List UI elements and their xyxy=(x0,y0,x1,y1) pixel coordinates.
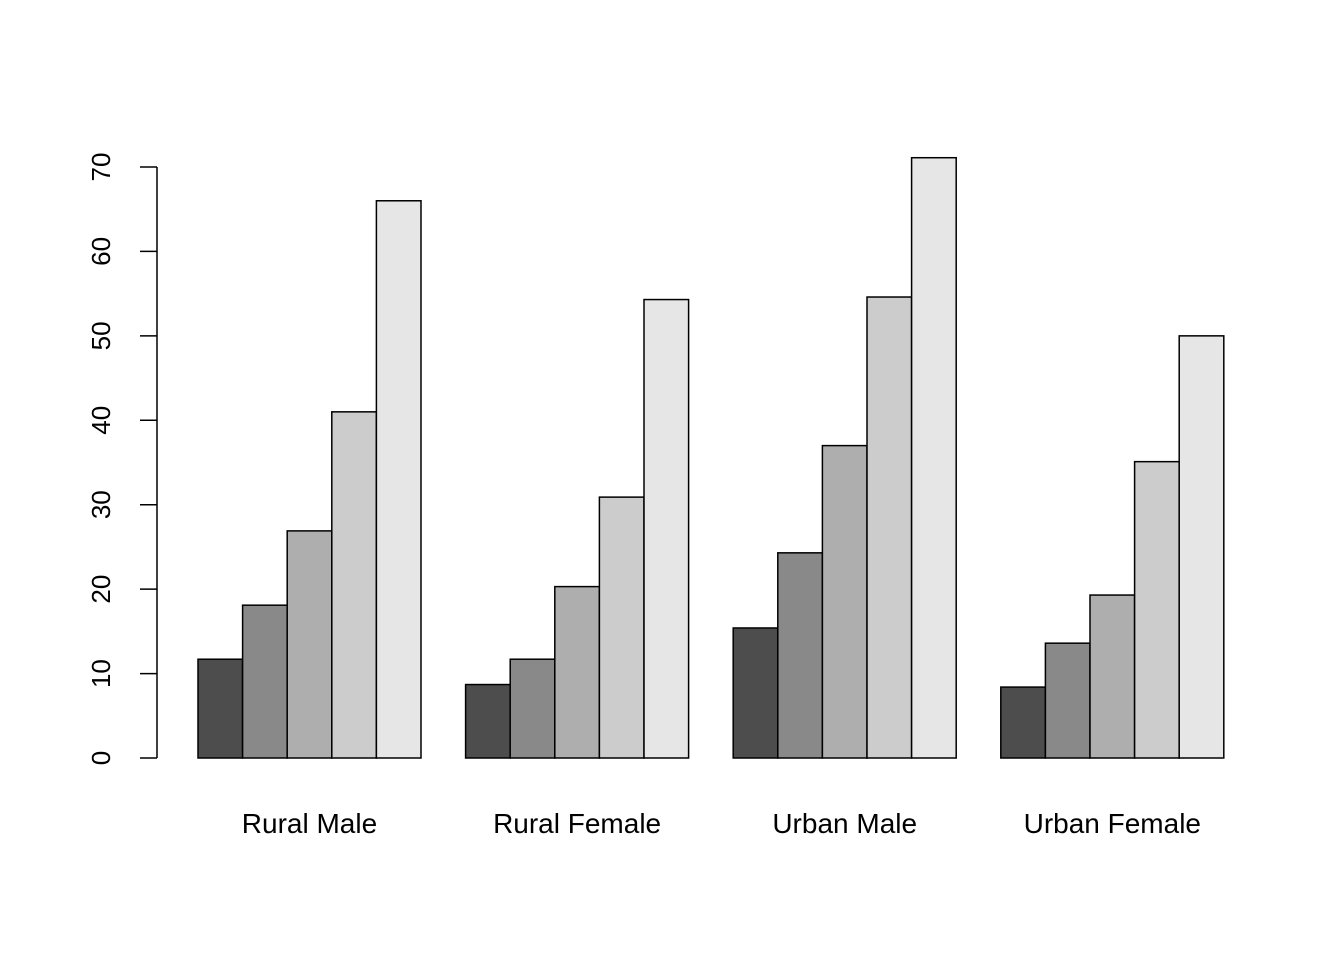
bar xyxy=(598,496,645,759)
category-labels: Rural Male Rural Female Urban Male Urban Fe… xyxy=(242,808,1201,839)
bar xyxy=(241,604,288,759)
y-tick-label: 70 xyxy=(86,153,116,182)
bar xyxy=(286,530,333,759)
y-tick-label: 60 xyxy=(86,237,116,266)
bar-group xyxy=(197,200,422,759)
bar xyxy=(509,658,556,759)
y-axis: 0 10 20 30 40 50 60 70 xyxy=(86,153,158,765)
bar xyxy=(554,585,601,759)
bar-group xyxy=(464,298,690,759)
bar-group xyxy=(732,156,957,759)
bar xyxy=(1178,335,1225,759)
bar xyxy=(1089,594,1136,759)
bar xyxy=(643,298,690,759)
bar-group xyxy=(1000,335,1225,759)
y-tick-label: 50 xyxy=(86,321,116,350)
bar xyxy=(197,658,244,759)
bar xyxy=(375,200,422,759)
bar xyxy=(777,552,824,759)
bar xyxy=(866,296,913,759)
y-tick-label: 40 xyxy=(86,406,116,435)
category-label: Urban Female xyxy=(1024,808,1201,839)
bar xyxy=(1133,460,1180,759)
bar xyxy=(732,627,779,759)
y-tick-label: 30 xyxy=(86,490,116,519)
bar-groups xyxy=(197,156,1225,759)
bar xyxy=(1000,686,1047,759)
category-label: Rural Male xyxy=(242,808,377,839)
category-label: Urban Male xyxy=(772,808,917,839)
y-tick-label: 0 xyxy=(86,751,116,765)
bar xyxy=(821,444,868,759)
category-label: Rural Female xyxy=(493,808,661,839)
y-tick-label: 10 xyxy=(86,659,116,688)
bar xyxy=(331,411,378,759)
bar xyxy=(1044,642,1091,759)
bar xyxy=(910,156,957,759)
y-tick-label: 20 xyxy=(86,575,116,604)
bar xyxy=(464,683,511,759)
